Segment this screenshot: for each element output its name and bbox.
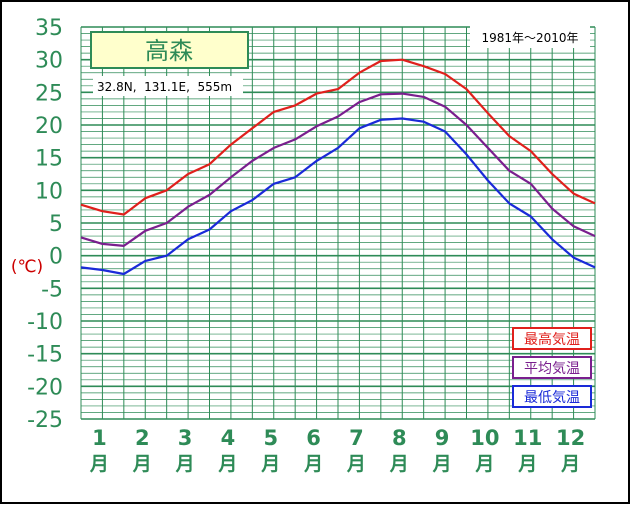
x-tick-label: 12 <box>556 426 585 450</box>
legend-item-label: 平均気温 <box>524 361 580 377</box>
title-box <box>90 31 249 69</box>
x-tick-unit: 月 <box>260 453 280 475</box>
x-tick-label: 8 <box>392 426 407 450</box>
y-tick-label: 15 <box>35 147 63 172</box>
x-tick-label: 2 <box>135 426 150 450</box>
x-tick-unit: 月 <box>346 453 366 475</box>
x-tick-label: 6 <box>306 426 321 450</box>
x-tick-unit: 月 <box>560 453 580 475</box>
x-tick-label: 3 <box>178 426 193 450</box>
period-box <box>470 26 590 48</box>
x-axis: 1 月 2 月 3 月 4 月 5 月 6 月 7 月 8 月 9 月 10 月 11 月 12 月 <box>89 426 585 475</box>
x-tick-label: 4 <box>221 426 236 450</box>
y-axis: 35 30 25 20 15 10 5 0 -5 -10 -15 -20 -25 <box>27 16 63 433</box>
x-tick-unit: 月 <box>89 453 109 475</box>
series-lines <box>80 58 596 276</box>
series-line <box>80 117 596 276</box>
y-tick-label: 0 <box>49 245 63 270</box>
y-tick-label: 35 <box>35 16 63 41</box>
y-tick-label: 10 <box>35 179 63 204</box>
y-tick-label: 25 <box>35 81 63 106</box>
x-tick-unit: 月 <box>132 453 152 475</box>
legend-item-box <box>512 385 592 408</box>
x-tick-unit: 月 <box>432 453 452 475</box>
y-axis-label: (℃) <box>11 257 43 277</box>
chart-title: 高森 <box>145 37 193 65</box>
y-tick-label: -20 <box>27 375 63 400</box>
legend-item-box <box>512 327 592 350</box>
y-tick-label: -25 <box>27 408 63 433</box>
legend-item-box <box>512 356 592 379</box>
station-info: 32.8N, 131.1E, 555m <box>97 80 232 94</box>
series-line <box>80 58 596 216</box>
x-tick-unit: 月 <box>217 453 237 475</box>
y-tick-label: -5 <box>41 277 63 302</box>
legend-item-label: 最低気温 <box>524 390 580 406</box>
legend-item-label: 最高気温 <box>524 331 580 348</box>
x-tick-label: 5 <box>263 426 278 450</box>
x-tick-label: 1 <box>92 426 107 450</box>
x-tick-unit: 月 <box>517 453 537 475</box>
x-tick-unit: 月 <box>175 453 195 475</box>
x-tick-label: 7 <box>349 426 364 450</box>
x-tick-label: 11 <box>513 426 542 450</box>
x-tick-unit: 月 <box>474 453 494 475</box>
period-label: 1981年～2010年 <box>481 31 578 45</box>
x-tick-unit: 月 <box>389 453 409 475</box>
y-tick-label: 20 <box>35 114 63 139</box>
y-tick-label: -15 <box>27 343 63 368</box>
y-tick-label: 5 <box>49 212 63 237</box>
series-line <box>80 92 596 247</box>
grid <box>80 26 596 420</box>
y-tick-label: 30 <box>35 49 63 74</box>
station-info-box <box>93 76 243 96</box>
x-tick-unit: 月 <box>303 453 323 475</box>
x-tick-label: 10 <box>470 426 499 450</box>
y-tick-label: -10 <box>27 310 63 335</box>
x-tick-label: 9 <box>435 426 450 450</box>
